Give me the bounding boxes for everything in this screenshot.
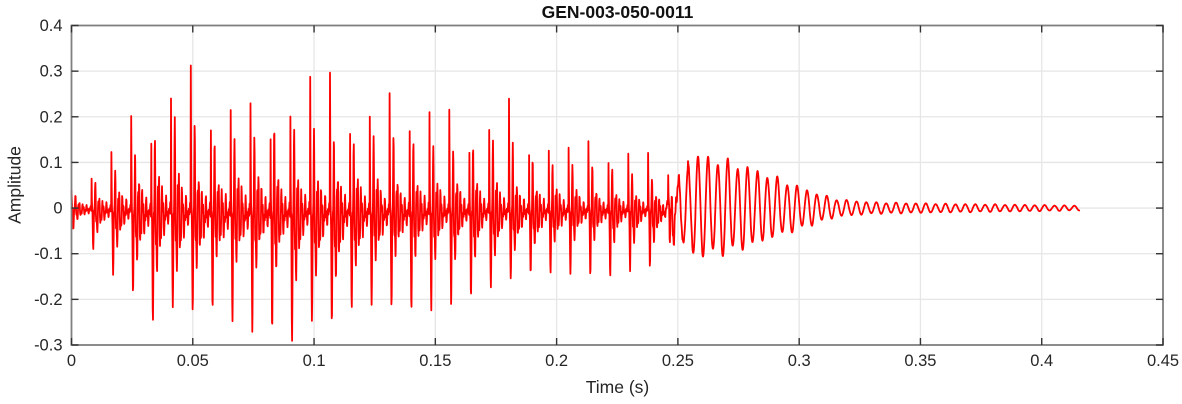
y-tick-label: -0.3 [34, 337, 62, 355]
waveform-line [70, 64, 1081, 342]
x-tick-label: 0.45 [1147, 352, 1179, 370]
x-tick-label: 0.35 [904, 352, 936, 370]
y-tick-label: 0.2 [40, 108, 63, 126]
y-axis-label: Amplitude [4, 146, 25, 224]
x-axis-label: Time (s) [585, 377, 650, 397]
plot-border [70, 24, 1164, 346]
y-tick-label: 0.4 [40, 17, 63, 35]
x-tick-label: 0.05 [177, 352, 209, 370]
x-tick-label: 0.4 [1030, 352, 1053, 370]
x-tick-label: 0.2 [545, 352, 568, 370]
y-tick-label: -0.1 [34, 245, 62, 263]
x-tick-label: 0.15 [419, 352, 451, 370]
x-tick-label: 0.3 [788, 352, 811, 370]
y-tick-label: 0.3 [40, 63, 63, 81]
x-tick-label: 0.25 [662, 352, 694, 370]
y-tick-label: 0 [53, 200, 62, 218]
x-tick-label: 0.1 [303, 352, 326, 370]
y-tick-label: -0.2 [34, 291, 62, 309]
chart-title: GEN-003-050-0011 [541, 2, 694, 22]
y-tick-label: 0.1 [40, 154, 63, 172]
x-tick-label: 0 [67, 352, 76, 370]
